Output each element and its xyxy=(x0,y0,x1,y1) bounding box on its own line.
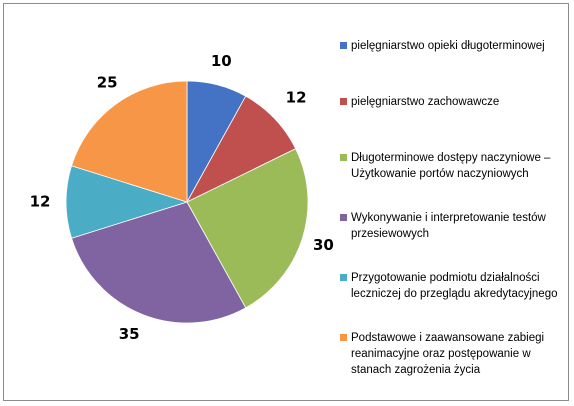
legend-label: Długoterminowe dostępy naczyniowe – Użyt… xyxy=(351,152,551,180)
pie-data-labels: 10 12 30 35 12 25 xyxy=(30,52,334,343)
legend-label: Podstawowe i zaawansowane zabiegi reanim… xyxy=(351,332,545,376)
data-label: 12 xyxy=(30,193,51,211)
pie-slice xyxy=(186,95,297,203)
data-label: 30 xyxy=(313,236,334,254)
pie-slice xyxy=(71,201,247,324)
pie-slice xyxy=(71,80,188,203)
pie-slice xyxy=(65,165,189,239)
legend-label: pielęgniarstwo opieki długoterminowej xyxy=(351,40,545,52)
data-label: 35 xyxy=(119,325,140,343)
legend-label: pielęgniarstwo zachowawcze xyxy=(351,96,500,108)
legend-swatch xyxy=(340,274,347,281)
pie-slices xyxy=(65,80,309,324)
legend-swatch xyxy=(340,98,347,105)
legend-label: Wykonywanie i interpretowanie testów prz… xyxy=(351,212,546,240)
data-label: 25 xyxy=(97,74,118,92)
legend-swatch xyxy=(340,42,347,49)
data-label: 12 xyxy=(286,89,307,107)
legend-label: Przygotowanie podmiotu działalności lecz… xyxy=(351,272,558,300)
legend-swatch xyxy=(340,334,347,341)
legend-swatch xyxy=(340,214,347,221)
legend-swatch xyxy=(340,154,347,161)
pie-slice xyxy=(186,148,309,309)
data-label: 10 xyxy=(211,52,232,70)
